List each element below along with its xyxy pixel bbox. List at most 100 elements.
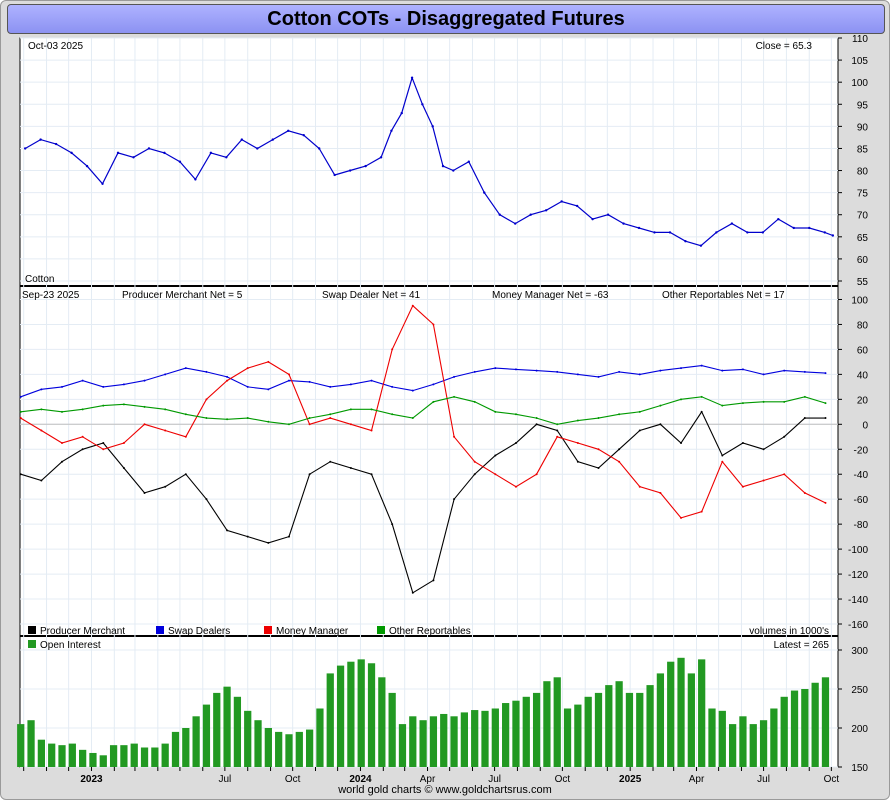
swap-dealers-point <box>40 388 43 391</box>
other-reportables-point <box>576 419 579 422</box>
x-tick-label: Jul <box>757 774 770 785</box>
price-point <box>147 147 151 150</box>
open-interest-bar <box>687 673 695 767</box>
other-reportables-point <box>453 395 456 398</box>
open-interest-bar <box>182 728 190 767</box>
price-point <box>622 222 625 225</box>
price-point <box>637 226 641 230</box>
money-manager-point <box>226 379 229 382</box>
price-line <box>24 75 834 247</box>
other-reportables-point <box>659 404 662 407</box>
cot-y-tick-label: 40 <box>857 370 869 381</box>
open-interest-bar <box>378 677 386 767</box>
producer-merchant-point <box>329 460 332 463</box>
x-tick-label: 2025 <box>619 774 642 785</box>
legend-producer-merchant: Producer Merchant <box>40 626 125 637</box>
price-point <box>410 76 414 79</box>
price-point <box>379 156 383 159</box>
open-interest-bar <box>140 747 149 767</box>
swap-dealers-point <box>122 383 125 386</box>
x-tick-label: Apr <box>420 774 436 785</box>
producer-merchant-point <box>597 466 600 469</box>
x-tick-label: Oct <box>285 774 301 785</box>
open-interest-bar <box>440 713 448 767</box>
open-interest-bar <box>254 720 262 767</box>
money-manager-point <box>473 460 476 463</box>
price-point <box>163 151 166 155</box>
swap-dealers-point <box>514 368 517 371</box>
producer-merchant-point <box>762 448 765 451</box>
cot-y-tick-label: -40 <box>854 470 869 481</box>
other-reportables-point <box>741 402 744 405</box>
open-interest-bar <box>79 749 87 767</box>
swap-dealers-point <box>102 385 105 388</box>
cot-panel <box>19 285 839 637</box>
latest-oi-label: Latest = 265 <box>774 640 830 651</box>
price-point <box>390 129 393 132</box>
producer-merchant-point <box>432 579 435 582</box>
oi-y-tick-label: 200 <box>851 724 868 735</box>
price-point <box>400 111 403 115</box>
price-y-tick-label: 105 <box>851 56 868 67</box>
money-manager-point <box>638 485 641 488</box>
producer-merchant-point <box>102 442 105 445</box>
price-point <box>364 164 367 168</box>
price-point <box>441 164 445 168</box>
producer-merchant-point <box>122 466 125 469</box>
open-interest-bar <box>739 716 747 767</box>
open-interest-bar <box>89 752 97 767</box>
cot-series <box>19 304 827 594</box>
money-manager-point <box>803 491 806 494</box>
open-interest-bar <box>367 663 376 767</box>
swap-dealers-point <box>741 368 744 371</box>
price-point <box>333 173 336 177</box>
producer-merchant-line <box>20 410 826 594</box>
legend-swatch-swap-dealers <box>156 626 164 634</box>
price-point <box>85 164 89 168</box>
price-point <box>544 209 548 212</box>
price-point <box>514 222 517 225</box>
price-point <box>529 213 532 216</box>
open-interest-bar <box>502 703 510 767</box>
volumes-note: volumes in 1000's <box>749 626 829 637</box>
open-interest-bar <box>770 708 778 767</box>
price-point <box>668 231 672 234</box>
swap-dealers-point <box>61 385 64 388</box>
money-manager-point <box>122 442 125 445</box>
money-manager-point <box>267 360 270 363</box>
price-y-tick-label: 75 <box>857 189 869 200</box>
open-interest-bar <box>780 696 788 767</box>
open-interest-bar <box>202 704 211 767</box>
price-point <box>699 244 703 247</box>
swap-dealers-point <box>576 373 579 376</box>
producer-merchant-point <box>535 423 538 426</box>
producer-merchant-point <box>81 448 84 451</box>
money-manager-point <box>205 398 208 401</box>
price-point <box>761 231 765 234</box>
producer-merchant-point <box>184 473 187 476</box>
money-manager-point <box>61 442 64 445</box>
open-interest-bar <box>161 743 169 767</box>
open-interest-bar <box>759 720 768 767</box>
other-reportables-point <box>287 423 290 426</box>
other-reportables-point <box>762 400 765 403</box>
price-point <box>498 213 501 216</box>
open-interest-bar <box>151 747 159 767</box>
money-manager-point <box>164 429 167 432</box>
price-point <box>240 138 244 141</box>
open-interest-bar <box>409 716 417 767</box>
cot-y-tick-label: -140 <box>848 595 868 606</box>
money-manager-point <box>370 429 373 432</box>
other-reportables-point <box>61 410 64 413</box>
open-interest-bar <box>233 696 242 767</box>
other-reportables-point <box>721 404 724 407</box>
producer-merchant-point <box>803 417 806 420</box>
open-interest-bar <box>553 677 561 767</box>
swap-dealers-point <box>205 370 208 373</box>
price-point <box>653 231 656 234</box>
price-point <box>348 169 352 172</box>
producer-merchant-point <box>411 591 414 594</box>
open-interest-bar <box>450 716 458 767</box>
swap-dealers-point <box>391 385 394 388</box>
